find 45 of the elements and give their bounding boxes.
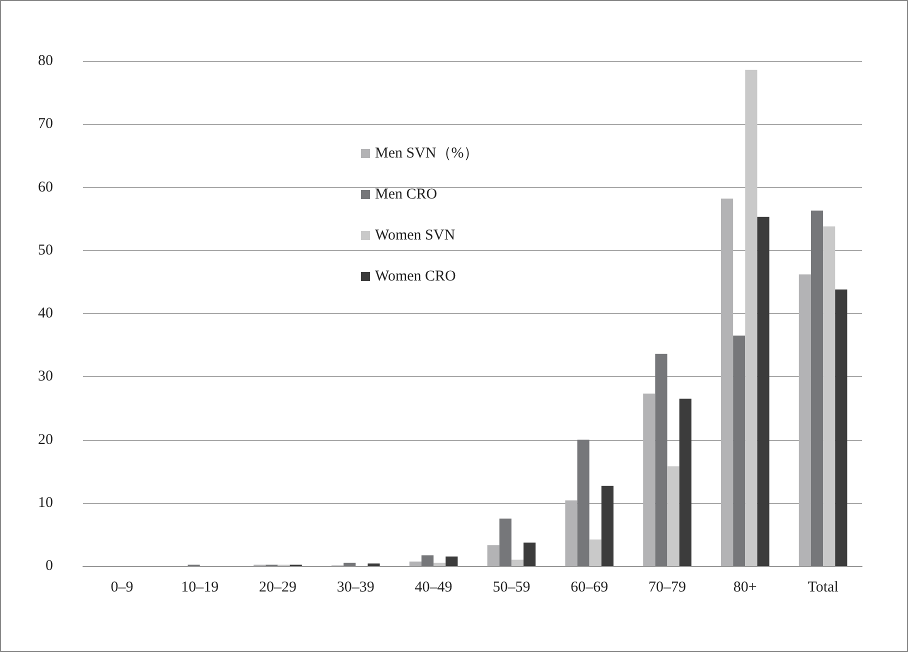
x-tick-label: 20–29 (259, 580, 296, 596)
x-tick-label: 0–9 (110, 580, 134, 596)
y-tick-label: 0 (46, 558, 53, 574)
y-tick-label: 30 (38, 368, 53, 385)
bar (421, 555, 434, 566)
bar (487, 545, 500, 566)
bar (679, 398, 692, 566)
bar (409, 562, 422, 566)
bar (823, 226, 836, 566)
bar (499, 518, 512, 566)
legend-label: Men SVN（%） (375, 146, 479, 162)
x-tick-label: 40–49 (414, 580, 452, 596)
legend-label: Women CRO (375, 268, 456, 284)
x-tick-label: 70–79 (648, 580, 686, 596)
legend-label: Men CRO (375, 186, 438, 202)
x-tick-label: 10–19 (181, 580, 219, 596)
bar (601, 486, 614, 566)
x-tick-label: 60–69 (570, 580, 608, 596)
y-tick-label: 10 (38, 494, 53, 511)
bar (577, 440, 590, 566)
bar (745, 70, 758, 566)
y-tick-label: 50 (38, 242, 53, 258)
bar (446, 556, 458, 566)
bar (667, 466, 680, 566)
legend-label: Women SVN (375, 228, 456, 244)
bar (655, 354, 668, 566)
bar (524, 542, 536, 566)
bar (835, 290, 848, 566)
y-tick-label: 60 (38, 179, 53, 196)
x-tick-label: Total (808, 580, 838, 596)
x-tick-label: 50–59 (492, 580, 530, 596)
bar (733, 336, 746, 566)
y-tick-label: 20 (38, 432, 53, 448)
bar (511, 560, 524, 566)
bar (810, 210, 824, 566)
y-tick-label: 40 (38, 306, 53, 322)
bar (368, 563, 380, 566)
x-tick-label: 30–39 (336, 580, 374, 596)
bar (589, 539, 602, 566)
bar (757, 216, 770, 566)
bar (434, 562, 446, 566)
y-tick-label: 70 (38, 116, 53, 132)
x-tick-label: 80+ (733, 580, 757, 596)
bar (344, 562, 356, 566)
y-tick-label: 80 (38, 53, 53, 69)
